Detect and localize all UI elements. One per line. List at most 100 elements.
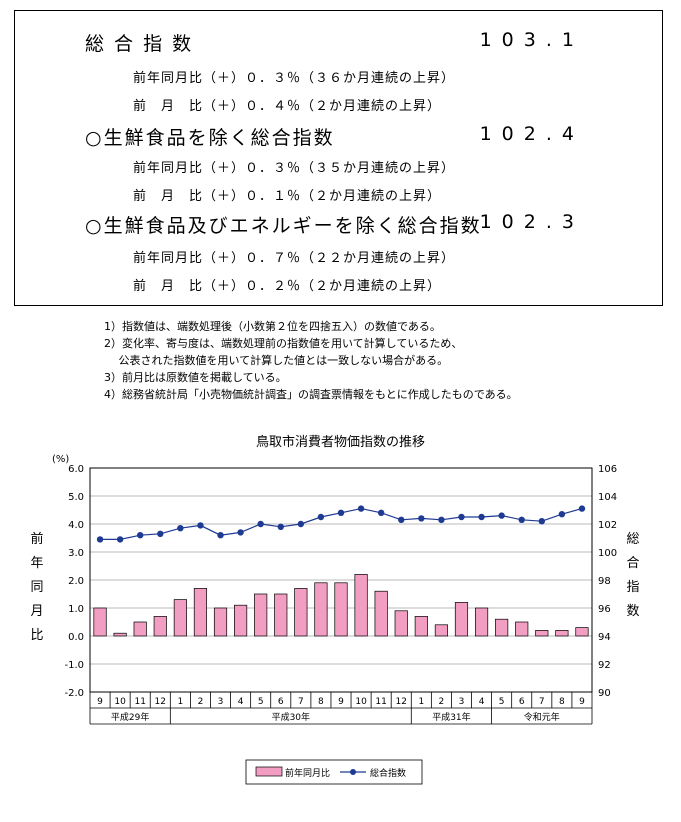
legend-swatch-bar xyxy=(255,766,283,777)
line-point xyxy=(398,516,405,523)
x-tick-label: 6 xyxy=(278,697,284,707)
line-point xyxy=(257,520,264,528)
year-label: 令和元年 xyxy=(524,711,560,723)
x-tick-label: 3 xyxy=(459,697,465,707)
summary-mom-3: 前 月 比（＋）０．２％（２か月連続の上昇） xyxy=(133,279,442,294)
bar xyxy=(394,610,408,637)
notes-list: 1）指数値は、端数処理後（小数第２位を四捨五入）の数値である。 2）変化率、寄与… xyxy=(104,318,518,403)
bar xyxy=(254,593,268,637)
x-tick-label: 4 xyxy=(238,697,244,707)
line-point xyxy=(438,516,445,523)
bar xyxy=(173,599,187,637)
bar xyxy=(495,618,509,637)
x-tick-label: 11 xyxy=(134,697,145,707)
year-label: 平成30年 xyxy=(272,711,310,723)
line-point xyxy=(277,523,284,530)
bar xyxy=(354,574,368,637)
summary-value-1: 103.1 xyxy=(479,29,584,51)
y-tick-label-right: 90 xyxy=(598,688,611,699)
y-tick-label-right: 106 xyxy=(598,464,617,475)
x-tick-label: 9 xyxy=(97,697,103,707)
line-point xyxy=(578,505,586,512)
x-tick-label: 11 xyxy=(375,697,386,707)
y-tick-label-left: 2.0 xyxy=(68,576,84,587)
note-item: 1）指数値は、端数処理後（小数第２位を四捨五入）の数値である。 xyxy=(104,320,441,333)
x-tick-label: 10 xyxy=(355,697,367,707)
bar xyxy=(113,632,127,637)
line-point xyxy=(458,513,465,521)
right-axis-label: 総合指数 xyxy=(626,532,640,619)
bar xyxy=(515,621,529,637)
x-tick-label: 10 xyxy=(114,697,126,707)
line-point xyxy=(96,536,104,543)
y-tick-label-left: 3.0 xyxy=(68,548,84,559)
y-tick-label-left: 0.0 xyxy=(68,632,84,643)
bar xyxy=(294,588,308,637)
note-item: 公表された指数値を用いて計算した値とは一致しない場合がある。 xyxy=(104,354,449,367)
y-tick-label-left: -2.0 xyxy=(64,688,84,699)
line-point xyxy=(377,509,385,516)
note-item: 3）前月比は原数値を掲載している。 xyxy=(104,371,287,384)
x-tick-label: 9 xyxy=(338,697,344,707)
chart-title: 鳥取市消費者物価指数の推移 xyxy=(255,435,425,450)
bar xyxy=(193,588,208,637)
y-tick-label-left: 6.0 xyxy=(68,464,84,475)
x-tick-label: 8 xyxy=(318,697,324,707)
bar xyxy=(334,582,348,637)
note-item: 4）総務省統計局「小売物価統計調査」の調査票情報をもとに作成したものである。 xyxy=(104,388,518,401)
y-unit-label: (%) xyxy=(52,454,69,465)
line-point xyxy=(116,536,124,543)
x-tick-label: 2 xyxy=(439,697,445,707)
note-item: 2）変化率、寄与度は、端数処理前の指数値を用いて計算しているため、 xyxy=(104,337,463,350)
line-point xyxy=(498,512,505,519)
legend-marker-line xyxy=(350,769,356,775)
summary-value-3: 102.3 xyxy=(479,211,584,233)
x-tick-label: 8 xyxy=(559,697,565,707)
line-point xyxy=(237,529,244,536)
line-point xyxy=(357,505,365,512)
summary-title-2: ○生鮮食品を除く総合指数 xyxy=(85,127,335,149)
bar xyxy=(213,607,228,637)
x-tick-label: 2 xyxy=(198,697,204,707)
y-tick-label-right: 102 xyxy=(598,520,617,531)
summary-box: 総 合 指 数 103.1 前年同月比（＋）０．３％（３６か月連続の上昇） 前 … xyxy=(14,10,663,306)
bar xyxy=(474,607,489,637)
line-point xyxy=(317,513,325,521)
y-tick-label-right: 94 xyxy=(598,632,611,643)
bar xyxy=(133,621,147,637)
line-point xyxy=(558,511,566,518)
bar xyxy=(535,630,549,637)
line-point xyxy=(137,532,144,539)
line-point xyxy=(297,520,305,528)
x-tick-label: 3 xyxy=(218,697,224,707)
bar xyxy=(234,604,248,637)
x-tick-label: 9 xyxy=(579,697,585,707)
line-point xyxy=(157,530,164,537)
year-label: 平成31年 xyxy=(432,711,470,723)
plot-frame xyxy=(89,467,593,693)
x-tick-label: 4 xyxy=(479,697,485,707)
line-point xyxy=(538,518,545,525)
x-tick-label: 7 xyxy=(298,697,304,707)
left-axis-label: 前年同月比 xyxy=(30,532,44,643)
y-tick-label-right: 104 xyxy=(598,492,617,503)
y-tick-label-left: -1.0 xyxy=(64,660,84,671)
x-tick-label: 1 xyxy=(177,697,183,707)
x-tick-label: 5 xyxy=(499,697,505,707)
summary-yoy-2: 前年同月比（＋）０．３％（３５か月連続の上昇） xyxy=(133,161,456,176)
bar xyxy=(454,602,469,637)
y-tick-label-left: 5.0 xyxy=(68,492,84,503)
y-tick-label-right: 98 xyxy=(598,576,611,587)
x-tick-label: 5 xyxy=(258,697,264,707)
summary-yoy-1: 前年同月比（＋）０．３％（３６か月連続の上昇） xyxy=(133,71,456,86)
summary-mom-1: 前 月 比（＋）０．４％（２か月連続の上昇） xyxy=(133,99,442,114)
bar xyxy=(555,630,569,637)
bar xyxy=(434,624,448,637)
legend-label-bar: 前年同月比 xyxy=(285,767,330,779)
legend-label-line: 総合指数 xyxy=(370,767,406,779)
summary-mom-2: 前 月 比（＋）０．１％（２か月連続の上昇） xyxy=(133,189,442,204)
bar xyxy=(153,616,167,637)
x-tick-label: 6 xyxy=(519,697,525,707)
summary-yoy-3: 前年同月比（＋）０．７％（２２か月連続の上昇） xyxy=(133,251,456,266)
